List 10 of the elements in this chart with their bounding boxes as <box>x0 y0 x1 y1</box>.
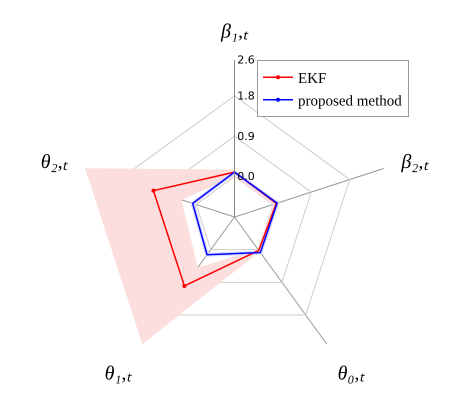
spoke-label: β₁,ₜ <box>220 20 249 42</box>
y-tick-label: 1.8 <box>237 89 255 102</box>
legend-label: proposed method <box>298 94 402 110</box>
spoke-label: θ₀,ₜ <box>338 362 366 384</box>
spoke-label: β₂,ₜ <box>400 151 430 174</box>
y-tick-label: 2.6 <box>237 54 255 67</box>
y-tick-label: 0.9 <box>237 130 255 143</box>
spoke-label: θ₂,ₜ <box>40 151 69 174</box>
legend-label: EKF <box>298 71 326 88</box>
spoke-label: θ₁,ₜ <box>104 362 132 384</box>
